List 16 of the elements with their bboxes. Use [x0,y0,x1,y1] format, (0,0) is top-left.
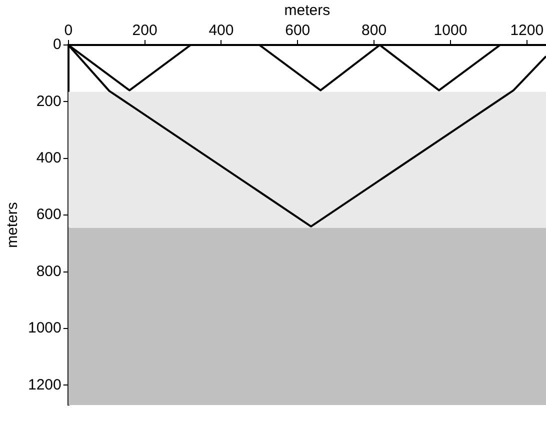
y-tick-label: 600 [36,206,62,224]
y-axis-title: meters [4,202,22,248]
x-tick-label: 400 [208,22,234,40]
y-tick-label: 0 [53,36,62,54]
x-axis-title: meters [284,2,330,20]
y-tick-label: 200 [36,92,62,110]
x-tick-label: 800 [362,22,387,40]
y-tick-label: 1000 [28,320,62,337]
x-tick-label: 1200 [510,22,544,40]
y-tick-label: 800 [36,262,62,280]
x-tick-label: 0 [64,22,73,40]
y-tick-label: 1200 [28,376,62,394]
x-tick-label: 600 [285,22,310,40]
x-tick-label: 200 [132,22,158,40]
y-tick-label: 400 [36,150,62,167]
x-tick-label: 1000 [434,22,468,40]
